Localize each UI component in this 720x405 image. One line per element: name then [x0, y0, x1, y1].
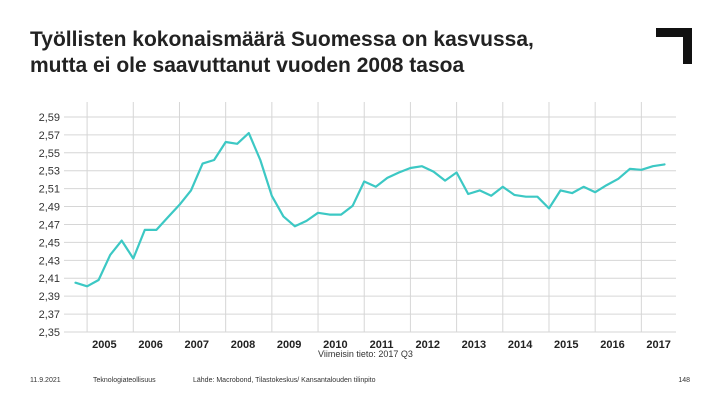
- footer-source: Lähde: Macrobond, Tilastokeskus/ Kansant…: [193, 377, 376, 384]
- x-tick-label: 2006: [138, 339, 162, 351]
- y-tick-label: 2,39: [39, 291, 60, 303]
- series-line: [74, 131, 666, 288]
- x-tick-label: 2008: [231, 339, 255, 351]
- x-tick-label: 2011: [370, 339, 394, 351]
- slide-title: Työllisten kokonaismäärä Suomessa on kas…: [30, 27, 650, 79]
- x-tick-label: 2014: [508, 339, 533, 351]
- y-tick-label: 2,47: [39, 219, 60, 231]
- chart-note: Viimeisin tieto: 2017 Q3: [318, 349, 413, 359]
- footer-date: 11.9.2021: [30, 377, 61, 384]
- y-tick-label: 2,57: [39, 130, 60, 142]
- y-tick-label: 2,45: [39, 237, 60, 249]
- y-tick-label: 2,53: [39, 166, 60, 178]
- x-tick-label: 2005: [92, 339, 116, 351]
- y-tick-label: 2,43: [39, 255, 60, 267]
- x-tick-label: 2009: [277, 339, 301, 351]
- x-tick-label: 2007: [185, 339, 209, 351]
- chart-container: 2,35 2,37 2,39 2,41 2,43 2,45 2,47 2,49 2,51 2,53…: [28, 96, 690, 364]
- x-tick-label: 2017: [646, 339, 670, 351]
- corner-bracket-logo-icon: [656, 28, 692, 64]
- y-tick-label: 2,59: [39, 112, 60, 124]
- footer-organization: Teknologiateollisuus: [93, 377, 156, 384]
- x-tick-label: 2016: [600, 339, 624, 351]
- employment-line-chart: 2,35 2,37 2,39 2,41 2,43 2,45 2,47 2,49 2,51 2,53…: [39, 102, 676, 359]
- x-tick-label: 2013: [462, 339, 486, 351]
- y-tick-label: 2,35: [39, 327, 60, 339]
- slide-title-line-2: mutta ei ole saavuttanut vuoden 2008 tas…: [30, 54, 465, 77]
- y-tick-label: 2,41: [39, 273, 60, 285]
- x-tick-label: 2010: [323, 339, 347, 351]
- footer-page-number: 148: [678, 377, 690, 384]
- slide-title-line-1: Työllisten kokonaismäärä Suomessa on kas…: [30, 28, 534, 51]
- y-tick-label: 2,55: [39, 148, 60, 160]
- y-tick-label: 2,37: [39, 309, 60, 321]
- y-tick-label: 2,51: [39, 184, 60, 196]
- x-tick-label: 2012: [415, 339, 439, 351]
- x-tick-label: 2015: [554, 339, 578, 351]
- y-tick-label: 2,49: [39, 202, 60, 214]
